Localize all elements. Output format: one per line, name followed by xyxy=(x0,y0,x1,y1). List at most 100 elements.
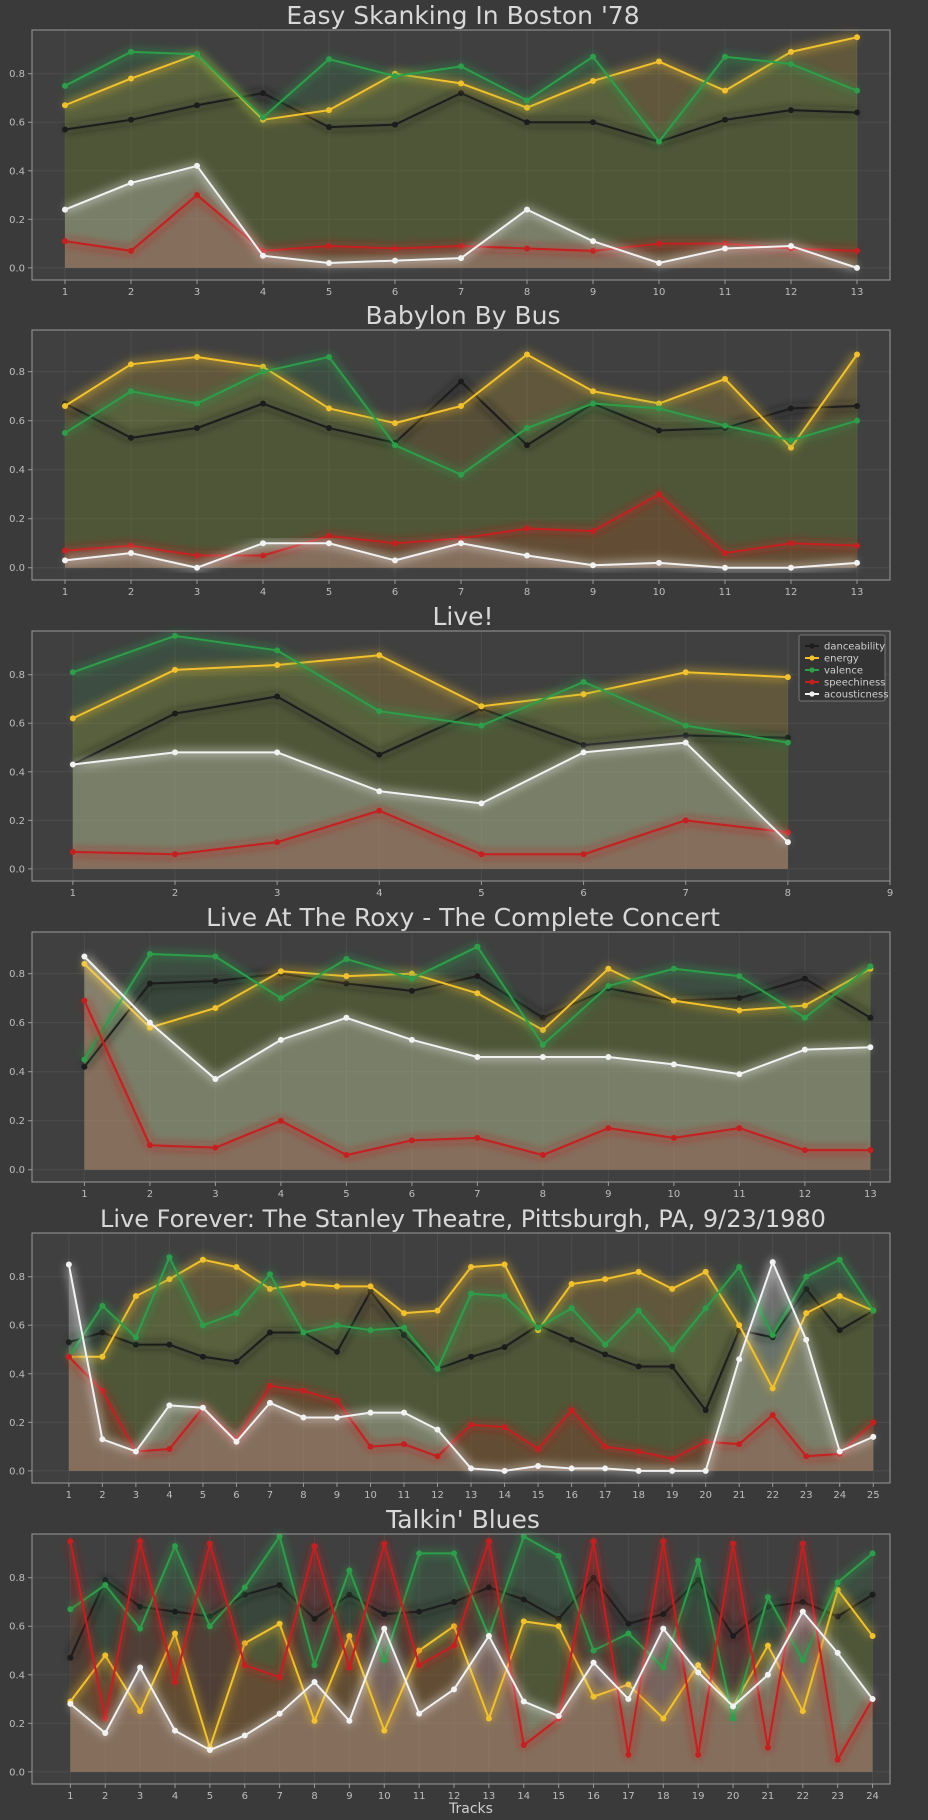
legend-marker-acousticness xyxy=(809,691,815,697)
chart-panel-5: 0.00.20.40.60.81 2 3 4 5 6 7 8 9 10 11 12 13 14 15 16 17… xyxy=(9,1205,891,1501)
x-tick-label: 10 xyxy=(364,1490,377,1501)
acousticness-point xyxy=(99,1436,106,1443)
valence-point xyxy=(555,1552,562,1559)
x-tick-label: 12 xyxy=(785,287,798,298)
danceability-point xyxy=(660,1611,667,1618)
valence-point xyxy=(458,63,464,70)
legend-marker-energy xyxy=(809,655,815,661)
speechiness-area xyxy=(65,494,857,568)
danceability-point xyxy=(580,742,587,749)
valence-point xyxy=(199,1322,206,1329)
energy-point xyxy=(474,990,481,997)
x-axis-label: Tracks xyxy=(448,1801,493,1817)
speechiness-point xyxy=(194,192,200,199)
energy-point xyxy=(635,1268,642,1275)
valence-area xyxy=(65,51,857,268)
valence-point xyxy=(478,722,485,729)
x-tick-label: 7 xyxy=(267,1490,273,1501)
acousticness-point xyxy=(799,1608,806,1615)
y-tick-label: 0.8 xyxy=(9,1272,25,1283)
danceability-point xyxy=(326,124,332,131)
energy-point xyxy=(392,420,398,427)
acousticness-point xyxy=(656,559,662,566)
y-tick-label: 0.0 xyxy=(9,1466,25,1477)
danceability-point xyxy=(62,126,68,133)
energy-point xyxy=(524,104,530,111)
x-tick-label: 17 xyxy=(599,1490,612,1501)
legend: danceabilityenergyvalencespeechinessacou… xyxy=(798,634,888,702)
speechiness-point xyxy=(333,1397,340,1404)
energy-point xyxy=(788,444,794,451)
y-tick-label: 0.8 xyxy=(9,367,25,378)
valence-point xyxy=(434,1365,441,1372)
danceability-area xyxy=(72,696,788,869)
speechiness-line xyxy=(69,1540,874,1761)
energy-line xyxy=(72,654,788,720)
acousticness-point xyxy=(730,1703,737,1710)
acousticness-point xyxy=(343,1014,350,1021)
x-tick-label: 5 xyxy=(326,287,332,298)
y-tick-label: 0.2 xyxy=(9,1116,25,1127)
acousticness-line xyxy=(69,1610,874,1752)
y-tick-label: 0.6 xyxy=(9,719,25,730)
speechiness-point xyxy=(392,540,398,547)
valence-point xyxy=(722,53,728,60)
energy-point xyxy=(166,1276,173,1283)
acousticness-point xyxy=(458,540,464,547)
x-tick-label: 7 xyxy=(474,1189,480,1200)
x-tick-label: 20 xyxy=(699,1490,712,1501)
y-tick-label: 0.4 xyxy=(9,1670,25,1681)
x-tick-label: 10 xyxy=(378,1791,391,1802)
panel-title: Easy Skanking In Boston '78 xyxy=(286,1,639,30)
acousticness-point xyxy=(62,557,68,564)
y-tick-label: 0.8 xyxy=(9,670,25,681)
speechiness-point xyxy=(702,1438,709,1445)
acousticness-point xyxy=(241,1732,248,1739)
energy-point xyxy=(137,1708,144,1715)
speechiness-point xyxy=(799,1540,806,1547)
y-tick-label: 0.8 xyxy=(9,1573,25,1584)
acousticness-point xyxy=(458,255,464,262)
x-tick-label: 13 xyxy=(465,1490,478,1501)
acousticness-point xyxy=(276,1710,283,1717)
energy-point xyxy=(367,1283,374,1290)
legend-marker-valence xyxy=(809,667,815,673)
speechiness-point xyxy=(172,1679,178,1686)
energy-point xyxy=(590,1693,597,1700)
danceability-point xyxy=(702,1407,709,1414)
y-tick-label: 0.2 xyxy=(9,1719,25,1730)
danceability-point xyxy=(869,1591,876,1598)
energy-point xyxy=(458,80,464,87)
valence-point xyxy=(128,48,134,55)
speechiness-point xyxy=(625,1751,632,1758)
y-tick-label: 0.0 xyxy=(9,864,25,875)
panel-title: Live Forever: The Stanley Theatre, Pitts… xyxy=(100,1205,826,1233)
speechiness-point xyxy=(367,1443,374,1450)
speechiness-point xyxy=(803,1453,810,1460)
valence-point xyxy=(311,1662,318,1669)
speechiness-point xyxy=(669,1455,676,1462)
acousticness-point xyxy=(311,1679,318,1686)
danceability-point xyxy=(137,1603,144,1610)
x-tick-label: 6 xyxy=(242,1791,248,1802)
valence-point xyxy=(206,1623,213,1630)
danceability-point xyxy=(485,1584,492,1591)
energy-point xyxy=(682,669,689,676)
valence-point xyxy=(67,1606,74,1613)
speechiness-point xyxy=(137,1538,144,1545)
acousticness-point xyxy=(670,1061,677,1068)
speechiness-point xyxy=(485,1538,492,1545)
legend-label-acousticness: acousticness xyxy=(824,690,888,701)
danceability-point xyxy=(656,427,662,434)
energy-point xyxy=(434,1307,441,1314)
valence-point xyxy=(869,1550,876,1557)
speechiness-point xyxy=(408,1137,415,1144)
danceability-point xyxy=(260,400,266,407)
speechiness-point xyxy=(468,1421,475,1428)
energy-point xyxy=(784,674,791,681)
danceability-point xyxy=(233,1358,240,1365)
y-tick-label: 0.6 xyxy=(9,1321,25,1332)
speechiness-point xyxy=(736,1441,743,1448)
x-tick-label: 4 xyxy=(172,1791,178,1802)
energy-point xyxy=(333,1283,340,1290)
